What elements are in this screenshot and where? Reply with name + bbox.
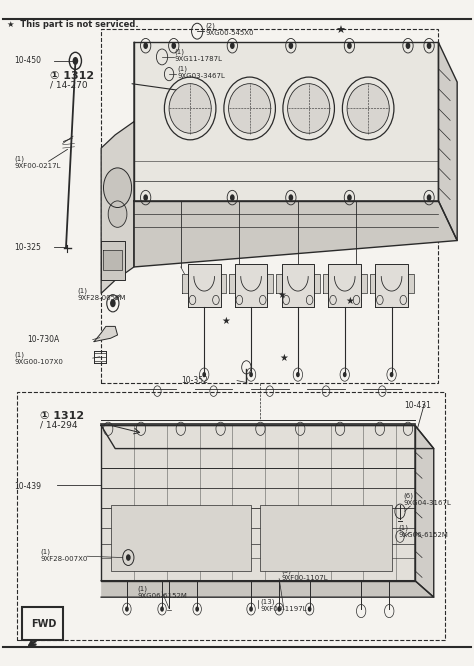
Text: ★: ★ [345, 296, 354, 306]
Polygon shape [101, 240, 125, 280]
Text: (6)
9XG04-3167L: (6) 9XG04-3167L [403, 493, 451, 506]
Polygon shape [101, 43, 134, 294]
Text: (1)
9XF00-0217L: (1) 9XF00-0217L [15, 156, 61, 169]
Polygon shape [220, 274, 226, 294]
Circle shape [289, 43, 293, 49]
Circle shape [202, 372, 206, 377]
Text: FWD: FWD [31, 619, 57, 629]
Ellipse shape [347, 84, 389, 133]
Polygon shape [408, 274, 414, 294]
Text: (1)
9XF28-0056M: (1) 9XF28-0056M [78, 288, 126, 302]
Text: ★  This part is not serviced.: ★ This part is not serviced. [8, 20, 139, 29]
Circle shape [230, 194, 235, 201]
Circle shape [125, 607, 129, 611]
Polygon shape [134, 201, 457, 267]
Text: ★: ★ [221, 316, 230, 326]
Polygon shape [370, 274, 375, 294]
Circle shape [110, 299, 116, 307]
Polygon shape [94, 326, 118, 342]
Polygon shape [438, 43, 457, 240]
Text: (1)
9XG03-3467L: (1) 9XG03-3467L [177, 65, 225, 79]
Text: (2)
9XG00-545X0: (2) 9XG00-545X0 [205, 23, 254, 36]
Bar [101, 29, 438, 382]
Circle shape [427, 43, 431, 49]
Circle shape [143, 194, 148, 201]
Text: 10-730A: 10-730A [27, 335, 59, 344]
Circle shape [277, 607, 281, 611]
Circle shape [308, 607, 311, 611]
Text: (1)
9XG06-6152M: (1) 9XG06-6152M [137, 585, 188, 599]
Polygon shape [267, 274, 273, 294]
Text: (1)
9XG00-107X0: (1) 9XG00-107X0 [15, 352, 64, 365]
Text: (13)
9XF00-1197L: (13) 9XF00-1197L [260, 598, 307, 612]
Circle shape [160, 607, 164, 611]
Text: ① 1312: ① 1312 [40, 411, 84, 421]
Text: / 14-294: / 14-294 [40, 421, 78, 430]
Polygon shape [188, 264, 220, 306]
Circle shape [296, 372, 300, 377]
Circle shape [289, 194, 293, 201]
Text: ★: ★ [277, 290, 286, 300]
Polygon shape [103, 250, 122, 270]
Polygon shape [375, 264, 408, 306]
Circle shape [347, 43, 352, 49]
Circle shape [230, 43, 235, 49]
Text: (1)
9XG06-6152M: (1) 9XG06-6152M [399, 524, 448, 538]
Text: ① 1312: ① 1312 [50, 71, 94, 81]
Text: 10-450: 10-450 [15, 57, 42, 65]
Text: ★: ★ [280, 353, 288, 363]
Polygon shape [314, 274, 320, 294]
Polygon shape [276, 274, 282, 294]
Polygon shape [235, 264, 267, 306]
Circle shape [343, 372, 346, 377]
Text: 10-439: 10-439 [15, 482, 42, 491]
Text: (1)
9XF28-007X0: (1) 9XF28-007X0 [40, 549, 88, 562]
Polygon shape [134, 43, 438, 201]
Polygon shape [101, 581, 434, 597]
Bar [110, 505, 251, 571]
Bar [17, 392, 446, 640]
Polygon shape [182, 274, 188, 294]
Circle shape [406, 43, 410, 49]
Circle shape [195, 607, 199, 611]
Circle shape [108, 201, 127, 227]
Circle shape [126, 554, 131, 561]
Polygon shape [101, 426, 434, 449]
Text: 10-352: 10-352 [181, 376, 208, 385]
Text: 10-431: 10-431 [404, 401, 431, 410]
Ellipse shape [228, 84, 271, 133]
Circle shape [427, 194, 431, 201]
Bar [260, 505, 392, 571]
Text: 10-325: 10-325 [15, 242, 41, 252]
Polygon shape [361, 274, 367, 294]
Circle shape [73, 57, 78, 65]
FancyBboxPatch shape [22, 607, 63, 640]
Polygon shape [323, 274, 328, 294]
Polygon shape [101, 426, 415, 581]
Text: ★: ★ [335, 26, 345, 36]
Text: (1)
9XG11-1787L: (1) 9XG11-1787L [175, 48, 223, 62]
Circle shape [390, 372, 393, 377]
Polygon shape [229, 274, 235, 294]
Circle shape [249, 372, 253, 377]
Ellipse shape [288, 84, 330, 133]
Text: (3)
9XF00-1107L: (3) 9XF00-1107L [282, 568, 328, 581]
Text: / 14-270: / 14-270 [50, 80, 87, 89]
Ellipse shape [169, 84, 211, 133]
Circle shape [347, 194, 352, 201]
Circle shape [103, 168, 132, 208]
Circle shape [249, 607, 253, 611]
Circle shape [172, 43, 176, 49]
Polygon shape [415, 426, 434, 597]
Polygon shape [328, 264, 361, 306]
Polygon shape [282, 264, 314, 306]
Circle shape [143, 43, 148, 49]
